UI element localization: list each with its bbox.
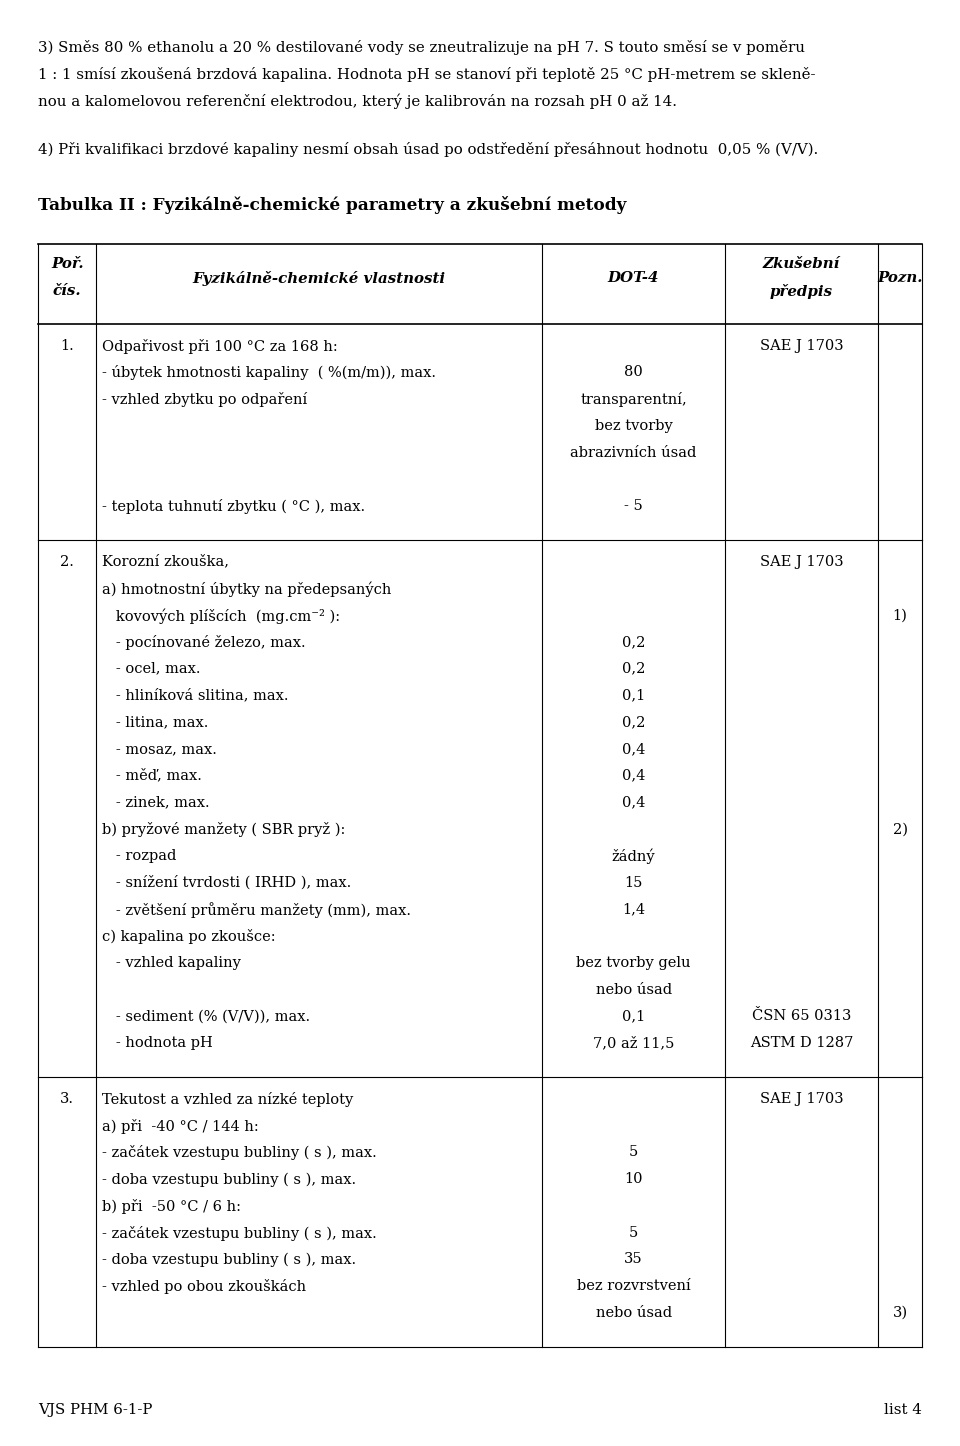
Text: - litina, max.: - litina, max. (102, 716, 208, 729)
Text: - zinek, max.: - zinek, max. (102, 795, 209, 810)
Text: 0,4: 0,4 (622, 795, 645, 810)
Text: 0,4: 0,4 (622, 742, 645, 756)
Text: transparentní,: transparentní, (580, 392, 687, 406)
Text: 3): 3) (893, 1306, 907, 1320)
Text: 1,4: 1,4 (622, 902, 645, 917)
Text: 4) Při kvalifikaci brzdové kapaliny nesmí obsah úsad po odstředění přesáhnout ho: 4) Při kvalifikaci brzdové kapaliny nesm… (38, 142, 819, 158)
Text: 5: 5 (629, 1226, 638, 1239)
Text: 1): 1) (893, 609, 907, 622)
Text: Zkušební: Zkušební (763, 257, 840, 272)
Text: 0,2: 0,2 (622, 662, 645, 675)
Text: 0,2: 0,2 (622, 635, 645, 649)
Text: 2.: 2. (60, 555, 74, 568)
Text: Korozní zkouška,: Korozní zkouška, (102, 555, 228, 568)
Text: - mosaz, max.: - mosaz, max. (102, 742, 217, 756)
Text: - zvětšení průměru manžety (mm), max.: - zvětšení průměru manžety (mm), max. (102, 902, 411, 918)
Text: - vzhled po obou zkouškách: - vzhled po obou zkouškách (102, 1280, 306, 1294)
Text: čís.: čís. (53, 283, 82, 298)
Text: 1 : 1 smísí zkoušená brzdová kapalina. Hodnota pH se stanoví při teplotě 25 °C p: 1 : 1 smísí zkoušená brzdová kapalina. H… (38, 67, 816, 82)
Text: VJS PHM 6-1-P: VJS PHM 6-1-P (38, 1403, 153, 1417)
Text: Fyzikálně-chemické vlastnosti: Fyzikálně-chemické vlastnosti (193, 270, 445, 285)
Text: bez rozvrstvení: bez rozvrstvení (577, 1280, 690, 1293)
Text: b) pryžové manžety ( SBR pryž ):: b) pryžové manžety ( SBR pryž ): (102, 823, 346, 837)
Text: c) kapalina po zkoušce:: c) kapalina po zkoušce: (102, 930, 276, 944)
Text: 80: 80 (624, 366, 643, 379)
Text: abrazivních úsad: abrazivních úsad (570, 445, 697, 460)
Text: DOT-4: DOT-4 (608, 270, 660, 285)
Text: - vzhled zbytku po odpaření: - vzhled zbytku po odpaření (102, 392, 307, 406)
Text: 0,4: 0,4 (622, 769, 645, 782)
Text: Odpařivost při 100 °C za 168 h:: Odpařivost při 100 °C za 168 h: (102, 338, 338, 353)
Text: bez tvorby: bez tvorby (595, 419, 672, 432)
Text: 0,1: 0,1 (622, 1009, 645, 1024)
Text: 0,1: 0,1 (622, 688, 645, 703)
Text: - sediment (% (V/V)), max.: - sediment (% (V/V)), max. (102, 1009, 310, 1024)
Text: 10: 10 (624, 1173, 643, 1186)
Text: - hodnota pH: - hodnota pH (102, 1037, 212, 1050)
Text: předpis: předpis (770, 283, 833, 299)
Text: - 5: - 5 (624, 499, 643, 513)
Text: nebo úsad: nebo úsad (595, 1306, 672, 1320)
Text: list 4: list 4 (884, 1403, 922, 1417)
Text: ASTM D 1287: ASTM D 1287 (750, 1037, 853, 1050)
Text: ČSN 65 0313: ČSN 65 0313 (752, 1009, 852, 1024)
Text: kovových plíšcích  (mg.cm⁻² ):: kovových plíšcích (mg.cm⁻² ): (102, 609, 340, 623)
Text: SAE J 1703: SAE J 1703 (759, 338, 844, 353)
Text: 3) Směs 80 % ethanolu a 20 % destilované vody se zneutralizuje na pH 7. S touto : 3) Směs 80 % ethanolu a 20 % destilované… (38, 40, 805, 55)
Text: - snížení tvrdosti ( IRHD ), max.: - snížení tvrdosti ( IRHD ), max. (102, 876, 351, 891)
Text: 35: 35 (624, 1252, 643, 1267)
Text: 15: 15 (624, 876, 643, 889)
Text: 2): 2) (893, 823, 907, 836)
Text: Tabulka II : Fyzikálně-chemické parametry a zkušební metody: Tabulka II : Fyzikálně-chemické parametr… (38, 195, 627, 214)
Text: a) při  -40 °C / 144 h:: a) při -40 °C / 144 h: (102, 1119, 258, 1134)
Text: b) při  -50 °C / 6 h:: b) při -50 °C / 6 h: (102, 1199, 241, 1213)
Text: SAE J 1703: SAE J 1703 (759, 1092, 844, 1106)
Text: 3.: 3. (60, 1092, 74, 1106)
Text: - vzhled kapaliny: - vzhled kapaliny (102, 956, 241, 970)
Text: žádný: žádný (612, 849, 656, 865)
Text: 5: 5 (629, 1145, 638, 1160)
Text: - rozpad: - rozpad (102, 849, 176, 863)
Text: - měď, max.: - měď, max. (102, 769, 202, 782)
Text: - začátek vzestupu bubliny ( s ), max.: - začátek vzestupu bubliny ( s ), max. (102, 1226, 376, 1241)
Text: 7,0 až 11,5: 7,0 až 11,5 (593, 1037, 674, 1050)
Text: SAE J 1703: SAE J 1703 (759, 555, 844, 568)
Text: - pocínované železo, max.: - pocínované železo, max. (102, 635, 305, 649)
Text: 0,2: 0,2 (622, 716, 645, 729)
Text: bez tvorby gelu: bez tvorby gelu (576, 956, 691, 970)
Text: - teplota tuhnutí zbytku ( °C ), max.: - teplota tuhnutí zbytku ( °C ), max. (102, 499, 365, 513)
Text: nou a kalomelovou referenční elektrodou, který je kalibrován na rozsah pH 0 až 1: nou a kalomelovou referenční elektrodou,… (38, 94, 678, 110)
Text: - úbytek hmotnosti kapaliny  ( %(m/m)), max.: - úbytek hmotnosti kapaliny ( %(m/m)), m… (102, 366, 436, 380)
Text: 1.: 1. (60, 338, 74, 353)
Text: Pozn.: Pozn. (877, 270, 923, 285)
Text: - začátek vzestupu bubliny ( s ), max.: - začátek vzestupu bubliny ( s ), max. (102, 1145, 376, 1160)
Text: Tekutost a vzhled za nízké teploty: Tekutost a vzhled za nízké teploty (102, 1092, 353, 1106)
Text: nebo úsad: nebo úsad (595, 983, 672, 996)
Text: Poř.: Poř. (51, 257, 84, 272)
Text: - ocel, max.: - ocel, max. (102, 662, 201, 675)
Text: - doba vzestupu bubliny ( s ), max.: - doba vzestupu bubliny ( s ), max. (102, 1252, 356, 1267)
Text: - doba vzestupu bubliny ( s ), max.: - doba vzestupu bubliny ( s ), max. (102, 1173, 356, 1187)
Text: - hliníková slitina, max.: - hliníková slitina, max. (102, 688, 288, 703)
Text: a) hmotnostní úbytky na předepsaných: a) hmotnostní úbytky na předepsaných (102, 581, 391, 597)
